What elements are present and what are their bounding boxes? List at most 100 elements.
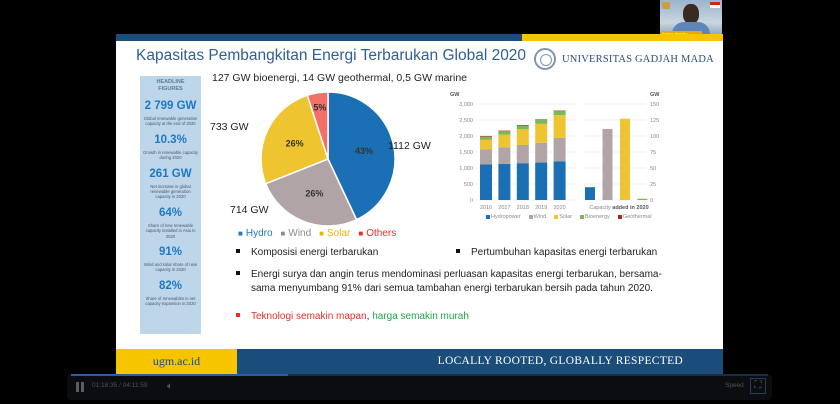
stack-ytick: 2,500 [459, 118, 473, 124]
pie-legend-item-hydro: ■ Hydro [238, 228, 273, 239]
stack-bar-hydropower [516, 163, 529, 200]
bullet-icon [236, 249, 240, 254]
fullscreen-icon[interactable]: ⛶ [750, 378, 766, 394]
headline-desc: Growth in renewable capacity during 2020 [143, 149, 198, 161]
slide-footer: ugm.ac.id LOCALLY ROOTED, GLOBALLY RESPE… [116, 349, 723, 374]
added-title-bold: added in 2020 [612, 205, 648, 211]
stack-bar-wind [516, 144, 529, 164]
headline-figures-panel: HEADLINE FIGURES 2 799 GW Global renewab… [140, 76, 201, 334]
added-bar-bioenergy [637, 198, 648, 200]
pie-legend-item-wind: ■ Wind [280, 228, 312, 239]
pie-subtitle: 127 GW bioenergi, 14 GW geothermal, 0,5 … [212, 72, 468, 84]
bullet-item: Teknologi semakin mapan, harga semakin m… [236, 310, 469, 324]
stack-ytick: 500 [464, 182, 473, 188]
stack-xtick: 2016 [480, 205, 492, 211]
stack-bar-solar [516, 129, 529, 145]
ugm-logo: UNIVERSITAS GADJAH MADA [534, 48, 714, 70]
stack-bar-hydropower [498, 163, 511, 200]
bar-legend-label: Geothermal [622, 214, 652, 220]
added-ytick: 25 [650, 182, 656, 188]
flag-icon [710, 2, 720, 8]
speed-button[interactable]: Speed [725, 382, 744, 389]
bar-legend-label: Solar [559, 214, 573, 220]
added-ytick: 50 [650, 166, 656, 172]
pause-icon[interactable] [75, 382, 85, 392]
bar-legend-label: Bioenergy [585, 214, 610, 220]
bullet-item: Energi surya dan angin terus mendominasi… [236, 268, 676, 296]
added-bar-wind [602, 128, 613, 200]
stack-bar-solar [498, 134, 511, 148]
bullet-text: Pertumbuhan kapasitas energi terbarukan [471, 247, 658, 258]
headline-value: 10.3% [154, 133, 187, 146]
pie-pct-label: 43% [355, 146, 373, 156]
bullet-text-red: Teknologi semakin mapan [251, 311, 367, 322]
stack-xtick: 2018 [517, 205, 529, 211]
stack-bar-wind [480, 149, 492, 165]
slide-topbar-yellow [522, 34, 723, 41]
stack-bar-bioenergy [553, 111, 566, 116]
pie-chart-svg: 43% 26% 26% 5% [260, 91, 396, 227]
ugm-seal-icon [534, 48, 556, 70]
pie-slice-wind [264, 158, 358, 227]
presentation-slide: Kapasitas Pembangkitan Energi Terbarukan… [116, 34, 723, 374]
bar-legend-item: Wind [528, 214, 547, 220]
stack-bar-hydropower [480, 164, 492, 200]
pie-pct-label: 26% [305, 188, 323, 198]
pie-chart: 43% 26% 26% 5% 1112 GW 714 GW 733 GW [210, 84, 446, 234]
bullet-icon [456, 249, 460, 254]
stack-bar-hydropower [553, 161, 566, 200]
pie-pct-label: 26% [286, 138, 304, 148]
bar-legend-item: Solar [554, 214, 572, 220]
pie-legend-label: Solar [327, 228, 351, 239]
added-ytick: 75 [650, 150, 656, 156]
headline-desc: Share of new renewable capacity installe… [145, 222, 196, 239]
pie-value-label-solar: 733 GW [210, 121, 249, 133]
bullet-item: Pertumbuhan kapasitas energi terbarukan [456, 246, 657, 260]
bar-legend-label: Wind [533, 214, 547, 220]
footer-website: ugm.ac.id [116, 349, 237, 374]
headline-heading-line2: FIGURES [158, 86, 183, 92]
stack-xtick: 2020 [553, 205, 565, 211]
stack-bar-geothermal [553, 110, 566, 112]
pie-legend: ■ Hydro ■ Wind ■ Solar ■ Others [238, 228, 396, 239]
headline-heading: HEADLINE FIGURES [140, 79, 201, 93]
pie-slice-solar [260, 94, 329, 185]
bar-legend-item: Hydropower [486, 214, 521, 220]
stack-bar-wind [553, 137, 566, 162]
added-title-plain: Capacity [589, 205, 612, 211]
bullet-item: Komposisi energi terbarukan [236, 246, 378, 260]
pie-value-label-hydro: 1112 GW [388, 140, 431, 152]
bullet-icon [236, 313, 240, 318]
bar-legend-item: Bioenergy [580, 214, 610, 220]
presenter-head [683, 4, 699, 24]
stack-bar-geothermal [498, 130, 511, 132]
progress-bar[interactable] [71, 374, 768, 376]
stack-xtick: 2017 [498, 205, 510, 211]
stack-ylabel: GW [450, 92, 460, 98]
stack-bar-solar [535, 123, 548, 143]
headline-value: 2 799 GW [144, 100, 197, 112]
stack-bar-solar [553, 115, 566, 138]
pie-pct-label: 5% [313, 102, 326, 112]
added-bar-solar [620, 118, 630, 200]
bar-legend-item: Geothermal [617, 214, 652, 220]
volume-icon[interactable]: 🔈︎ [167, 381, 173, 392]
slide-topbar-blue [116, 34, 522, 41]
video-player-controls: 01:18:35 / 04:11:59 🔈︎ Speed ⛶ [67, 374, 772, 400]
headline-value: 82% [158, 279, 183, 292]
stack-bar-solar [480, 139, 492, 150]
headline-value: 64% [158, 206, 183, 219]
bullet-text-green: harga semakin murah [372, 311, 469, 322]
stack-bar-wind [498, 147, 511, 164]
pie-slice-hydro [327, 91, 396, 221]
headline-heading-line1: HEADLINE [156, 79, 185, 85]
added-ytick: 125 [650, 118, 659, 124]
added-ytick: 0 [650, 198, 653, 204]
pie-legend-label: Others [366, 228, 397, 239]
stack-bar-bioenergy [535, 119, 548, 124]
added-ylabel: GW [650, 92, 660, 98]
bar-legend: Hydropower Wind Solar Bioenergy Geotherm… [486, 214, 652, 220]
pie-value-label-wind: 714 GW [230, 204, 269, 216]
